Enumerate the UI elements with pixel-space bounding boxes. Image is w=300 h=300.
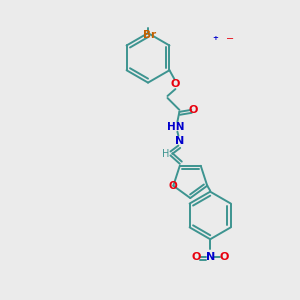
Text: N: N <box>206 252 215 262</box>
Text: O: O <box>169 181 178 191</box>
Text: O: O <box>189 105 198 115</box>
Text: O: O <box>219 252 229 262</box>
Text: N: N <box>175 136 184 146</box>
Text: HN: HN <box>167 122 184 132</box>
Text: Br: Br <box>143 30 157 40</box>
Text: +: + <box>212 35 218 41</box>
Text: O: O <box>192 252 201 262</box>
Text: −: − <box>226 34 234 44</box>
Text: O: O <box>171 79 180 89</box>
Text: H: H <box>162 149 169 160</box>
